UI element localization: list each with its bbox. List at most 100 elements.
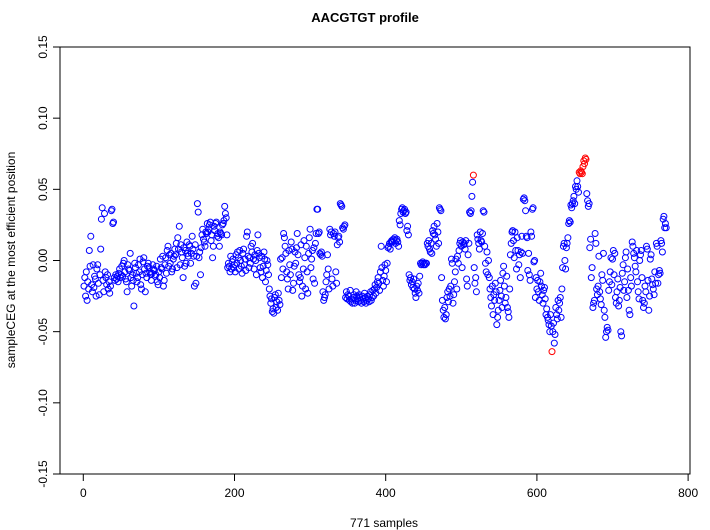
data-point (599, 249, 607, 257)
data-point (568, 200, 576, 208)
data-point (655, 271, 663, 279)
data-point (524, 267, 532, 274)
data-point (300, 237, 308, 245)
data-point (106, 289, 114, 297)
data-point (613, 288, 621, 296)
data-point (631, 262, 639, 270)
y-tick-label: -0.10 (36, 389, 50, 417)
data-point (599, 276, 607, 284)
data-point (510, 254, 518, 262)
data-point (305, 234, 313, 242)
chart-title: AACGTGT profile (311, 10, 419, 25)
data-point (494, 313, 502, 321)
data-point (450, 291, 458, 299)
data-point (481, 242, 489, 250)
data-point (627, 282, 635, 290)
data-point (243, 232, 251, 240)
data-point (428, 249, 436, 257)
data-point (321, 294, 328, 301)
data-point (209, 242, 217, 250)
data-point (221, 210, 229, 217)
data-point (192, 279, 200, 287)
data-point (98, 204, 106, 212)
data-point (243, 228, 251, 236)
data-point (415, 289, 423, 297)
data-point (410, 275, 418, 283)
data-point (128, 282, 136, 290)
data-point (137, 281, 145, 289)
data-point (386, 245, 394, 253)
data-point (179, 274, 187, 282)
data-point (88, 288, 96, 296)
data-point (174, 234, 182, 242)
data-point (520, 194, 528, 202)
plot-frame (59, 46, 691, 475)
data-point (539, 299, 547, 307)
data-point (433, 220, 441, 227)
data-point (330, 232, 338, 240)
data-point (525, 249, 533, 257)
data-point (602, 333, 610, 341)
data-point (395, 242, 403, 250)
x-axis-label: 771 samples (350, 516, 418, 530)
data-point (298, 292, 306, 300)
data-point (557, 313, 565, 321)
data-point (191, 241, 199, 249)
data-point (83, 296, 91, 304)
data-point (454, 259, 462, 267)
data-point (491, 279, 499, 287)
data-point (562, 244, 570, 252)
data-point (311, 239, 319, 247)
data-point (463, 275, 471, 283)
data-point (605, 286, 613, 294)
data-point (656, 269, 664, 277)
y-axis-label: sampleCEG at the most efficient position (4, 152, 18, 369)
data-point (644, 276, 652, 284)
data-point (265, 271, 272, 279)
data-point (570, 192, 578, 200)
data-point (640, 299, 648, 307)
data-point (564, 234, 572, 242)
data-point (615, 296, 623, 304)
data-point (107, 282, 114, 290)
y-tick-label: 0.10 (36, 106, 50, 130)
data-point (296, 274, 304, 282)
data-point (90, 284, 98, 291)
data-point (652, 279, 660, 287)
data-point (659, 215, 667, 223)
data-point (453, 285, 461, 293)
data-point (245, 264, 253, 272)
data-point (658, 239, 666, 247)
data-point (394, 238, 402, 246)
data-point (96, 271, 104, 279)
data-point (513, 265, 520, 273)
data-point (603, 323, 611, 331)
data-point (160, 276, 168, 284)
data-point (122, 278, 130, 286)
data-point (598, 271, 606, 279)
data-point (643, 242, 650, 250)
data-point (503, 304, 511, 311)
data-point (537, 269, 545, 277)
x-tick-label: 600 (527, 486, 547, 500)
data-point (274, 306, 282, 314)
data-point (627, 274, 635, 282)
data-point (321, 291, 329, 299)
data-point (437, 207, 445, 215)
data-point (212, 218, 220, 226)
data-point (630, 254, 638, 262)
data-point (276, 301, 284, 309)
data-point (275, 296, 283, 304)
data-point (315, 228, 323, 236)
data-point (426, 248, 434, 256)
data-point (625, 306, 633, 314)
data-point (336, 238, 344, 246)
data-point (587, 235, 595, 243)
data-point (566, 218, 574, 226)
data-point (311, 279, 319, 287)
data-point (654, 279, 662, 287)
data-point (523, 234, 531, 242)
data-point (571, 200, 579, 208)
data-point (575, 188, 582, 196)
data-point (240, 245, 248, 253)
